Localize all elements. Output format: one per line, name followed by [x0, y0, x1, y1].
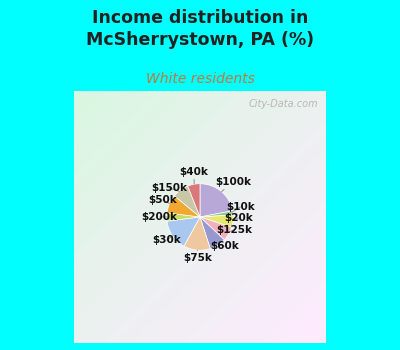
Text: $60k: $60k: [210, 241, 238, 251]
Text: $50k: $50k: [148, 195, 177, 205]
Text: $40k: $40k: [180, 167, 208, 184]
Wedge shape: [167, 196, 200, 217]
Wedge shape: [167, 213, 200, 221]
Text: City-Data.com: City-Data.com: [249, 99, 318, 108]
Text: Income distribution in
McSherrystown, PA (%): Income distribution in McSherrystown, PA…: [86, 9, 314, 49]
Wedge shape: [200, 217, 232, 240]
Text: $150k: $150k: [151, 183, 187, 193]
Wedge shape: [188, 184, 200, 217]
Text: $125k: $125k: [216, 225, 252, 235]
Wedge shape: [167, 217, 200, 246]
Text: White residents: White residents: [146, 72, 254, 86]
Text: $100k: $100k: [215, 177, 251, 191]
Wedge shape: [200, 217, 224, 248]
Text: $200k: $200k: [142, 212, 178, 222]
Text: $10k: $10k: [226, 202, 255, 212]
Text: $75k: $75k: [184, 250, 212, 263]
Text: $30k: $30k: [152, 235, 181, 245]
Wedge shape: [200, 211, 233, 217]
Wedge shape: [184, 217, 210, 250]
Wedge shape: [200, 184, 233, 217]
Text: $20k: $20k: [224, 213, 253, 223]
Wedge shape: [174, 186, 200, 217]
Wedge shape: [200, 215, 233, 227]
